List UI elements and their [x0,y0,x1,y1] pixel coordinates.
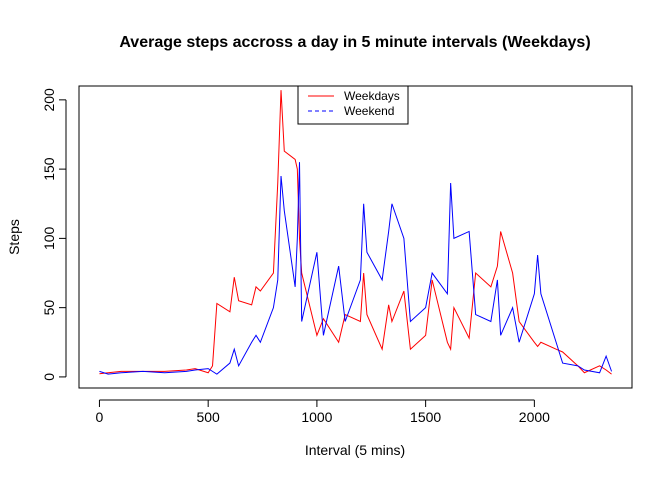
x-tick-label: 1500 [410,409,441,425]
plot-box [78,85,633,389]
x-tick-label: 1000 [301,409,332,425]
y-tick-label: 50 [41,300,57,316]
legend-box [297,85,409,125]
series-line [99,90,612,375]
legend-label: Weekdays [344,89,400,103]
x-axis-label: Interval (5 mins) [305,442,405,458]
series-line [99,162,613,375]
x-tick-label: 0 [96,409,104,425]
y-tick-label: 150 [41,157,57,181]
x-tick-label: 500 [196,409,220,425]
chart-title: Average steps accross a day in 5 minute … [119,34,590,51]
legend-label: Weekend [344,104,394,118]
y-tick-label: 200 [41,88,57,112]
y-axis-label: Steps [6,219,22,255]
y-tick-label: 100 [41,226,57,250]
y-tick-label: 0 [41,373,57,381]
x-tick-label: 2000 [519,409,550,425]
